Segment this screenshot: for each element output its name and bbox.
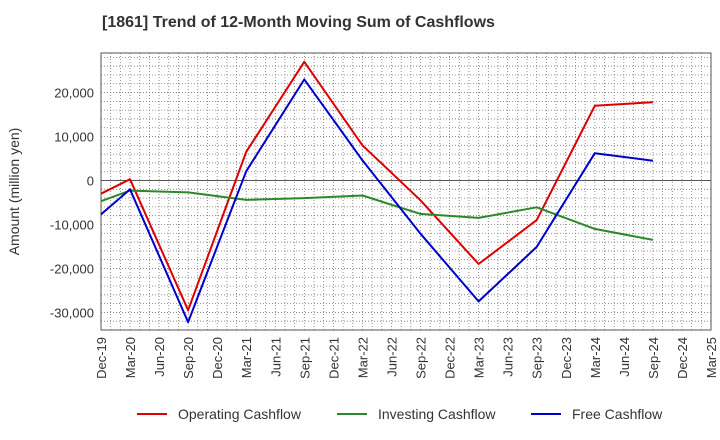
x-tick-label: Jun-22 — [384, 337, 399, 377]
x-tick-label: Sep-23 — [530, 337, 545, 379]
plot-area-border — [100, 52, 712, 331]
x-tick-label: Dec-24 — [675, 337, 690, 379]
y-tick-label: 10,000 — [54, 130, 94, 145]
x-tick-label: Mar-25 — [704, 337, 719, 378]
y-tick-label: -30,000 — [50, 305, 94, 320]
x-tick-label: Sep-21 — [297, 337, 312, 379]
x-tick-label: Mar-21 — [239, 337, 254, 378]
x-tick-label: Mar-23 — [472, 337, 487, 378]
x-tick-label: Jun-20 — [152, 337, 167, 377]
x-tick-label: Sep-22 — [414, 337, 429, 379]
x-tick-label: Dec-21 — [326, 337, 341, 379]
chart-title: [1861] Trend of 12-Month Moving Sum of C… — [102, 14, 495, 31]
x-tick-label: Mar-20 — [123, 337, 138, 378]
series-line-investing-cashflow — [100, 189, 654, 241]
series-line-free-cashflow — [100, 78, 654, 324]
x-tick-label: Jun-24 — [617, 337, 632, 377]
legend-label: Investing Cashflow — [378, 406, 496, 422]
x-tick-label: Dec-20 — [210, 337, 225, 379]
y-tick-label: 20,000 — [54, 86, 94, 101]
y-tick-label: -20,000 — [50, 261, 94, 276]
x-tick-label: Mar-24 — [588, 337, 603, 378]
y-tick-label: -10,000 — [50, 217, 94, 232]
x-tick-label: Dec-23 — [559, 337, 574, 379]
legend-label: Free Cashflow — [572, 406, 663, 422]
x-tick-label: Jun-23 — [501, 337, 516, 377]
legend-label: Operating Cashflow — [178, 406, 302, 422]
series-line-operating-cashflow — [100, 60, 653, 312]
x-tick-label: Dec-19 — [94, 337, 109, 379]
x-tick-label: Dec-22 — [443, 337, 458, 379]
y-tick-label: 0 — [87, 174, 94, 189]
x-tick-label: Jun-21 — [268, 337, 283, 377]
x-tick-label: Mar-22 — [355, 337, 370, 378]
x-tick-label: Sep-20 — [181, 337, 196, 379]
x-tick-label: Sep-24 — [646, 337, 661, 379]
y-axis-label: Amount (million yen) — [6, 128, 22, 256]
